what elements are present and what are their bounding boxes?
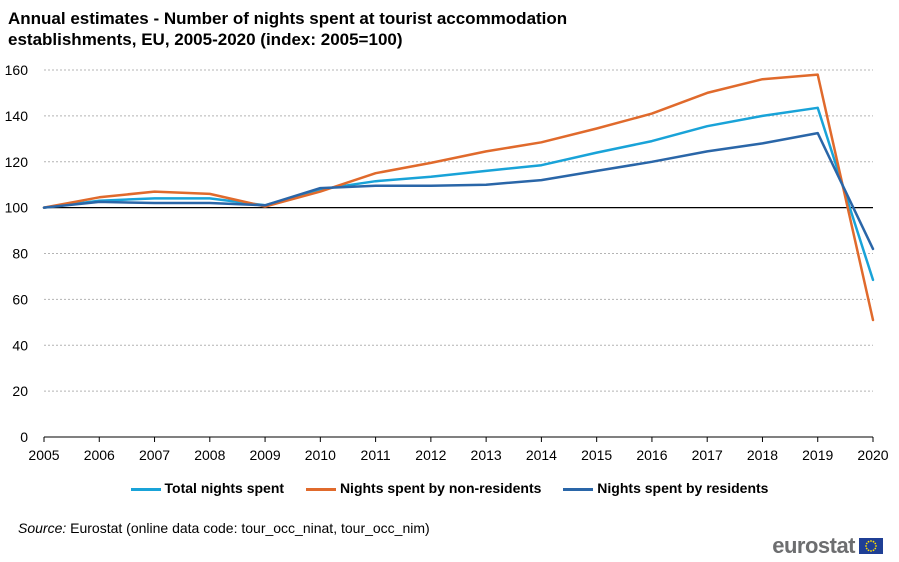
legend-item-residents: Nights spent by residents <box>563 480 768 496</box>
eurostat-logo: eurostat <box>772 533 883 559</box>
source-label: Source: <box>18 520 67 536</box>
x-tick-label-2014: 2014 <box>526 447 557 463</box>
x-tick-label-2009: 2009 <box>249 447 280 463</box>
legend-item-total: Total nights spent <box>130 480 285 497</box>
eu-flag-icon <box>859 538 883 554</box>
legend-swatch-non-residents <box>305 488 336 492</box>
y-tick-label-60: 60 <box>12 291 28 307</box>
chart-title: Annual estimates - Number of nights spen… <box>8 8 868 50</box>
y-tick-label-100: 100 <box>5 200 29 216</box>
line-chart: 0 20 40 60 80 100 120 140 160 2005 2006 2007 2008 200… <box>5 62 889 463</box>
legend-swatch-residents <box>563 488 594 492</box>
y-tick-label-80: 80 <box>12 246 28 262</box>
chart-title-line-1: Annual estimates - Number of nights spen… <box>8 9 568 28</box>
chart-legend: Total nights spent Nights spent by non-r… <box>0 479 899 496</box>
x-tick-label-2010: 2010 <box>305 447 336 463</box>
series-line-2 <box>42 131 875 251</box>
x-tick-label-2006: 2006 <box>84 447 115 463</box>
x-tick-label-2005: 2005 <box>28 447 59 463</box>
y-tick-label-20: 20 <box>12 383 28 399</box>
logo-text: eurostat <box>772 533 855 558</box>
x-tick-label-2013: 2013 <box>471 447 502 463</box>
legend-label-residents: Nights spent by residents <box>597 480 769 497</box>
legend-item-non-residents: Nights spent by non-residents <box>305 480 542 497</box>
y-tick-label-160: 160 <box>5 62 29 78</box>
x-tick-label-2017: 2017 <box>692 447 723 463</box>
x-tick-label-2012: 2012 <box>415 447 446 463</box>
y-tick-label-120: 120 <box>5 154 29 170</box>
x-tick-label-2020: 2020 <box>857 447 888 463</box>
x-tick-label-2015: 2015 <box>581 447 612 463</box>
x-tick-label-2016: 2016 <box>636 447 667 463</box>
x-tick-label-2019: 2019 <box>802 447 833 463</box>
y-tick-label-0: 0 <box>20 429 28 445</box>
legend-swatch-total <box>130 488 161 492</box>
series-line-0 <box>42 106 875 282</box>
source-text: Eurostat (online data code: tour_occ_nin… <box>70 520 430 536</box>
x-tick-label-2011: 2011 <box>361 447 391 463</box>
legend-label-total: Total nights spent <box>164 480 285 497</box>
series-line-1 <box>42 73 875 322</box>
y-tick-label-40: 40 <box>12 337 28 353</box>
x-tick-label-2007: 2007 <box>139 447 170 463</box>
chart-title-line-2: establishments, EU, 2005-2020 (index: 20… <box>8 30 403 49</box>
x-tick-label-2008: 2008 <box>194 447 225 463</box>
x-tick-label-2018: 2018 <box>747 447 778 463</box>
y-tick-label-140: 140 <box>5 108 29 124</box>
legend-label-non-residents: Nights spent by non-residents <box>339 480 542 497</box>
source-note: Source: Eurostat (online data code: tour… <box>18 520 430 536</box>
